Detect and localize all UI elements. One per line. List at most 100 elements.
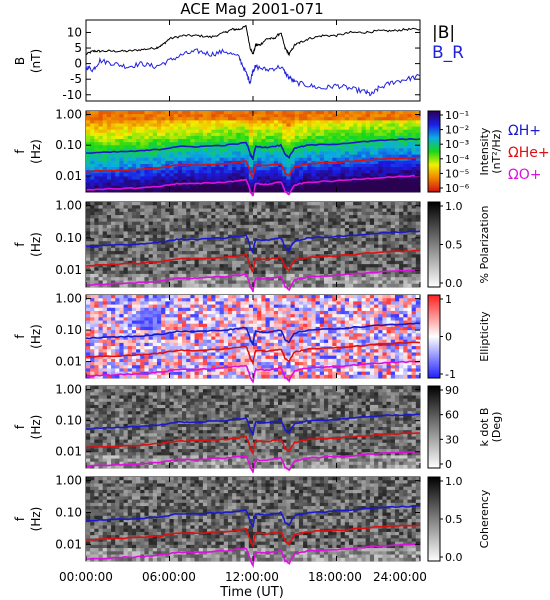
heatmap-cell [303,280,308,285]
heatmap-cell [336,120,342,124]
heatmap-cell [390,120,396,124]
heatmap-cell [161,145,166,149]
heatmap-cell [411,237,417,242]
heatmap-cell [248,142,254,146]
heatmap-cell [403,283,408,288]
heatmap-cell [265,264,271,268]
heatmap-cell [303,114,308,118]
heatmap-cell [332,145,337,149]
heatmap-cell [344,251,350,255]
heatmap-cell [144,221,150,226]
heatmap-cell [399,163,404,168]
heatmap-cell [332,260,337,265]
heatmap-cell [236,173,241,177]
heatmap-cell [244,188,250,193]
heatmap-cell [173,301,179,305]
heatmap-cell [211,307,216,312]
heatmap-cell [202,317,208,321]
heatmap-cell [152,132,158,137]
heatmap-cell [215,254,220,258]
heatmap-cell [227,117,233,121]
colorbar [427,476,441,562]
heatmap-cell [303,163,308,168]
heatmap-cell [156,234,162,239]
heatmap-cell [273,208,279,213]
heatmap-cell [156,355,162,360]
heatmap-cell [202,126,208,131]
heatmap-cell [90,215,95,219]
heatmap-cell [273,160,279,165]
heatmap-cell [211,163,216,168]
heatmap-cell [136,320,141,325]
heatmap-cell [123,126,129,131]
heatmap-cell [290,202,296,206]
heatmap-cell [253,251,258,255]
heatmap-cell [156,244,162,249]
heatmap-cell [94,342,99,347]
heatmap-cell [173,185,179,190]
heatmap-cell [106,126,112,131]
heatmap-cell [215,280,220,285]
heatmap-cell [123,365,129,369]
heatmap-cell [365,273,371,278]
heatmap-cell [273,117,279,121]
heatmap-cell [411,139,417,143]
heatmap-cell [386,163,392,168]
heatmap-cell [403,224,408,229]
heatmap-cell [294,224,300,229]
heatmap-cell [315,163,321,168]
heatmap-cell [219,148,225,152]
heatmap-cell [127,160,133,165]
heatmap-cell [349,205,354,209]
heatmap-cell [161,151,166,156]
heatmap-cell [253,247,258,252]
heatmap-cell [173,304,179,309]
heatmap-cell [127,170,133,174]
heatmap-cell [94,123,99,127]
heatmap-cell [161,126,166,131]
heatmap-cell [186,215,191,219]
heatmap-cell [136,301,141,305]
heatmap-cell [223,135,229,140]
heatmap-cell [399,179,404,184]
heatmap-cell [202,251,208,255]
heatmap-cell [282,277,287,281]
heatmap-cell [202,374,208,379]
heatmap-cell [86,163,91,168]
heatmap-cell [357,211,362,216]
heatmap-cell [140,237,145,242]
heatmap-cell [127,202,133,206]
heatmap-cell [403,163,408,168]
heatmap-cell [344,114,350,118]
heatmap-cell [148,365,154,369]
heatmap-cell [369,277,375,281]
heatmap-cell [152,358,158,363]
heatmap-cell [361,117,367,121]
heatmap-cell [207,224,212,229]
heatmap-cell [194,120,200,124]
heatmap-cell [265,205,271,209]
heatmap-cell [303,241,308,245]
heatmap-cell [394,157,400,162]
heatmap-cell [98,320,104,325]
heatmap-cell [194,234,200,239]
heatmap-cell [102,333,108,337]
heatmap-cell [411,273,417,278]
heatmap-cell [227,114,233,118]
heatmap-cell [394,182,400,187]
heatmap-cell [415,117,421,121]
heatmap-cell [336,260,342,265]
heatmap-cell [244,202,250,206]
heatmap-cell [156,374,162,379]
heatmap-cell [152,163,158,168]
heatmap-cell [365,257,371,262]
heatmap-cell [173,260,179,265]
heatmap-cell [207,277,212,281]
heatmap-cell [374,260,379,265]
heatmap-cell [386,244,392,249]
heatmap-cell [328,132,333,137]
heatmap-cell [161,368,166,373]
heatmap-cell [261,114,266,118]
heatmap-cell [136,270,141,275]
heatmap-cell [282,270,287,275]
